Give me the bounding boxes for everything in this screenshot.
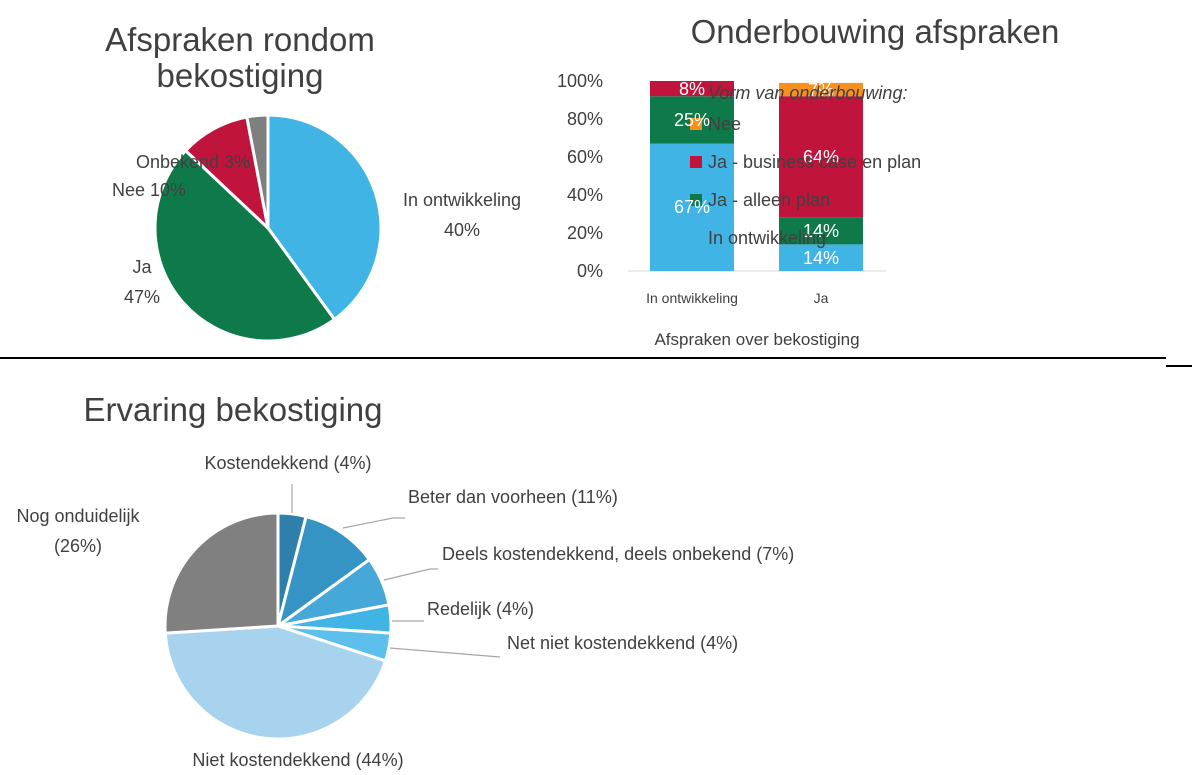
legend-swatch xyxy=(690,156,702,168)
value-label: 47% xyxy=(123,287,161,307)
chart-title: Onderbouwing afspraken xyxy=(690,13,1060,50)
value-label: (26%) xyxy=(53,536,102,556)
category-label: Deels kostendekkend, deels onbekend xyxy=(442,544,752,564)
category-label: Niet kostendekkend xyxy=(192,750,351,770)
value-label: (4%) xyxy=(333,453,372,473)
value-label: (11%) xyxy=(571,487,618,507)
leader-line xyxy=(389,647,501,658)
category-label: Nee xyxy=(111,180,145,200)
legend-swatch xyxy=(690,194,702,206)
data-label: 7% xyxy=(807,79,835,100)
chart-title: Ervaring bekostiging xyxy=(83,391,383,428)
legend-label: Ja - business case en plan xyxy=(708,152,922,172)
category-label: In ontwikkeling xyxy=(402,190,522,210)
value-label: (44%) xyxy=(355,750,404,770)
y-tick-label: 60% xyxy=(566,147,603,167)
pie-slice xyxy=(275,514,372,630)
value-label: 40% xyxy=(443,220,481,240)
y-tick-label: 100% xyxy=(556,71,603,91)
y-tick-label: 80% xyxy=(566,109,603,129)
data-label: 25% xyxy=(673,109,711,130)
data-label: Nee 10% xyxy=(112,175,186,205)
legend-swatch xyxy=(690,118,702,130)
pie-slice xyxy=(163,624,388,741)
category-label: Redelijk xyxy=(427,599,492,619)
bar-segment xyxy=(650,81,734,97)
x-tick-label: In ontwikkeling xyxy=(646,290,738,306)
y-tick-label: 40% xyxy=(566,185,603,205)
chart-title: Afspraken rondom bekostiging xyxy=(105,21,375,94)
data-label: 64% xyxy=(802,147,840,167)
y-tick-label: 20% xyxy=(566,223,603,243)
value-label: 10% xyxy=(150,180,187,200)
data-label: In ontwikkeling 40% xyxy=(403,185,521,245)
leader-line xyxy=(383,568,438,581)
legend-label: Nee xyxy=(708,114,742,134)
category-label: Net niet kostendekkend xyxy=(507,633,696,653)
pie-slice xyxy=(163,511,280,635)
value-label: (4%) xyxy=(700,633,739,653)
category-label: Kostendekkend xyxy=(204,453,329,473)
data-label: Nog onduidelijk (26%) xyxy=(16,501,139,561)
pie-slice xyxy=(266,113,383,322)
data-label: 14% xyxy=(802,221,840,242)
x-axis-label: Afspraken over bekostiging xyxy=(654,330,860,349)
bar-segment xyxy=(779,96,863,218)
legend-swatch xyxy=(690,232,702,244)
legend-title: Vorm van onderbouwing: xyxy=(708,83,908,103)
data-label: Niet kostendekkend (44%) xyxy=(192,745,403,775)
legend-label: Ja - alleen plan xyxy=(708,190,831,210)
category-label: Beter dan voorheen xyxy=(408,487,567,507)
y-tick-label: 0% xyxy=(576,261,603,281)
pie-slice xyxy=(153,148,337,343)
leader-line xyxy=(342,517,405,529)
value-label: (4%) xyxy=(496,599,535,619)
pie-slice xyxy=(245,113,270,229)
data-label: 67% xyxy=(673,197,711,218)
bar-segment xyxy=(779,82,863,97)
category-label: Ja xyxy=(132,257,152,277)
data-label: Onbekend 3% xyxy=(136,147,250,177)
data-label: 8% xyxy=(678,78,706,99)
data-label: Kostendekkend (4%) xyxy=(204,448,371,478)
data-label: 14% xyxy=(802,247,840,268)
category-label: Nog onduidelijk xyxy=(16,506,140,526)
value-label: 3% xyxy=(224,152,251,172)
data-label: Redelijk (4%) xyxy=(427,594,534,624)
legend-label: In ontwikkeling xyxy=(708,228,827,248)
data-label: Net niet kostendekkend (4%) xyxy=(507,628,738,658)
data-label: Beter dan voorheen (11%) xyxy=(408,482,618,512)
category-label: Onbekend xyxy=(135,152,220,172)
value-label: (7%) xyxy=(756,544,795,564)
bar-segment xyxy=(779,217,863,245)
data-label: Ja 47% xyxy=(124,252,160,312)
data-label: Deels kostendekkend, deels onbekend (7%) xyxy=(442,539,794,569)
x-tick-label: Ja xyxy=(813,290,829,306)
bar-segment xyxy=(779,244,863,271)
